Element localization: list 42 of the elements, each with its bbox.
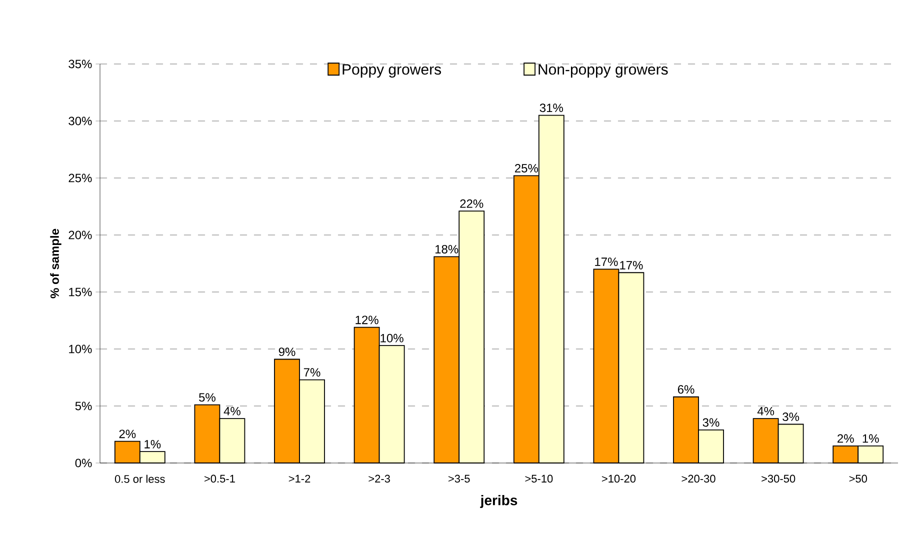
data-label: 18% bbox=[436, 244, 458, 254]
data-label: 25% bbox=[514, 164, 538, 173]
y-tick-label: 20% bbox=[68, 230, 92, 240]
data-label: 1% bbox=[144, 440, 161, 448]
data-label: 9% bbox=[278, 348, 296, 356]
data-label: 6% bbox=[678, 385, 694, 394]
data-label: 31% bbox=[540, 104, 563, 112]
y-tick-label: 35% bbox=[68, 60, 92, 68]
y-tick-label: 30% bbox=[68, 116, 92, 126]
x-tick-label: >2-3 bbox=[368, 474, 390, 483]
legend-label: Poppy growers bbox=[342, 64, 441, 78]
data-label: 1% bbox=[862, 434, 879, 443]
x-tick-label: >0.5-1 bbox=[204, 474, 235, 483]
data-label: 4% bbox=[757, 406, 774, 416]
y-tick-label: 0% bbox=[75, 458, 92, 468]
x-tick-label: >5-10 bbox=[525, 474, 553, 483]
x-tick-label: >20-30 bbox=[682, 474, 716, 483]
x-tick-label: >50 bbox=[849, 474, 867, 483]
y-tick-label: 5% bbox=[75, 402, 92, 410]
y-tick-label: 10% bbox=[69, 344, 92, 354]
data-label: 2% bbox=[838, 434, 854, 443]
y-axis-title: % of sample bbox=[50, 228, 62, 298]
y-tick-label: 25% bbox=[68, 174, 92, 182]
data-label: 3% bbox=[782, 412, 800, 422]
legend-label: Non-poppy growers bbox=[538, 64, 668, 78]
x-tick-label: >3-5 bbox=[448, 474, 470, 483]
data-label: 10% bbox=[380, 334, 404, 342]
data-label: 12% bbox=[356, 316, 378, 324]
data-label: 2% bbox=[119, 430, 136, 438]
data-label: 17% bbox=[595, 258, 618, 266]
x-tick-label: >30-50 bbox=[762, 474, 796, 483]
data-label: 7% bbox=[304, 368, 320, 377]
x-tick-label: >10-20 bbox=[602, 474, 636, 483]
data-label: 17% bbox=[620, 261, 643, 270]
data-label: 22% bbox=[460, 199, 484, 208]
x-tick-label: 0.5 or less bbox=[114, 474, 165, 483]
data-label: 3% bbox=[702, 418, 720, 427]
x-tick-label: >1-2 bbox=[288, 474, 310, 482]
data-label: 4% bbox=[224, 406, 240, 416]
y-tick-label: 15% bbox=[69, 288, 92, 296]
data-label: 5% bbox=[199, 393, 216, 402]
x-axis-title: jeribs bbox=[480, 495, 518, 508]
